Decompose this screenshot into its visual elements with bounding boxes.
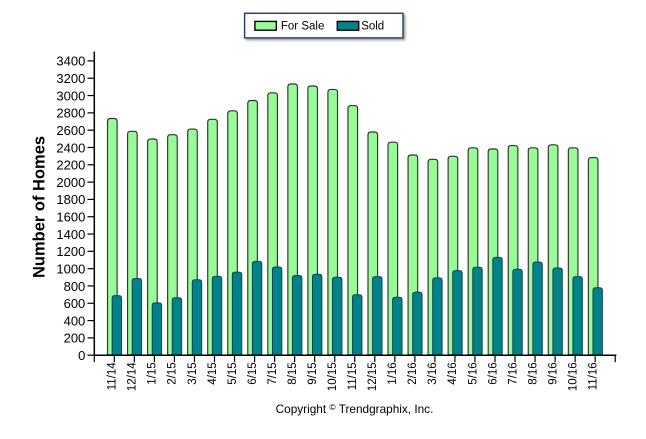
svg-text:9/16: 9/16 [547,362,559,384]
svg-text:1000: 1000 [56,261,85,276]
svg-text:2/16: 2/16 [407,362,419,384]
svg-text:12/14: 12/14 [127,362,139,391]
svg-text:6/16: 6/16 [487,362,499,384]
svg-text:3000: 3000 [56,88,85,103]
svg-text:2000: 2000 [56,175,85,190]
svg-text:For Sale: For Sale [281,20,324,32]
svg-text:0: 0 [78,348,85,363]
svg-text:400: 400 [64,313,86,328]
svg-text:9/15: 9/15 [307,362,319,384]
svg-text:3200: 3200 [56,71,85,86]
svg-text:4/15: 4/15 [207,362,219,384]
svg-text:5/15: 5/15 [227,362,239,384]
svg-text:8/16: 8/16 [527,362,539,384]
svg-text:12/15: 12/15 [367,362,379,391]
svg-text:11/14: 11/14 [107,362,119,391]
svg-text:1800: 1800 [56,192,85,207]
svg-text:4/16: 4/16 [447,362,459,384]
svg-text:200: 200 [64,331,86,346]
svg-text:2400: 2400 [56,140,85,155]
svg-text:11/15: 11/15 [347,362,359,390]
svg-text:7/16: 7/16 [507,362,519,384]
svg-text:3/16: 3/16 [427,362,439,384]
svg-text:1200: 1200 [56,244,85,259]
svg-text:Number of Homes: Number of Homes [30,136,48,278]
svg-text:3400: 3400 [56,54,85,69]
svg-text:6/15: 6/15 [247,362,259,384]
svg-text:2200: 2200 [56,158,85,173]
svg-text:2600: 2600 [56,123,85,138]
svg-text:11/16: 11/16 [587,362,599,390]
svg-text:5/16: 5/16 [467,362,479,384]
svg-text:2800: 2800 [56,106,85,121]
svg-text:10/16: 10/16 [567,362,579,391]
svg-text:8/15: 8/15 [287,362,299,384]
svg-text:10/15: 10/15 [327,362,339,391]
svg-text:1600: 1600 [56,210,85,225]
svg-text:800: 800 [64,279,86,294]
svg-text:Copyright © Trendgraphix, Inc.: Copyright © Trendgraphix, Inc. [276,402,434,416]
svg-text:Sold: Sold [361,20,384,32]
svg-text:3/15: 3/15 [187,362,199,384]
svg-text:600: 600 [64,296,86,311]
svg-text:1/15: 1/15 [147,362,159,384]
svg-text:1400: 1400 [56,227,85,242]
svg-text:7/15: 7/15 [267,362,279,384]
svg-text:2/15: 2/15 [167,362,179,384]
svg-text:1/16: 1/16 [387,362,399,384]
